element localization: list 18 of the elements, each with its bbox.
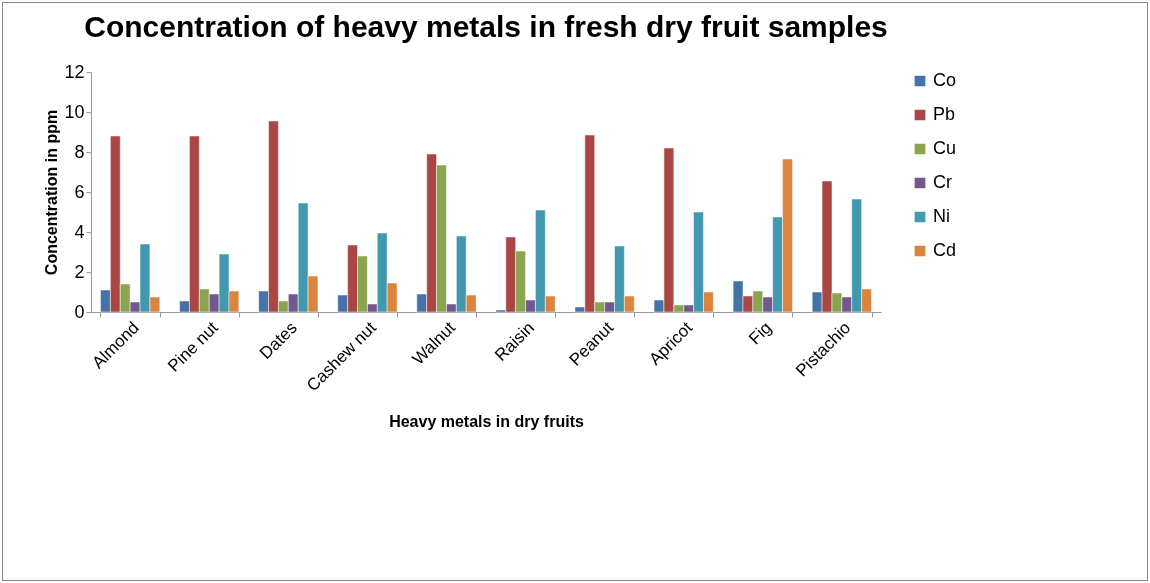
- x-tick-label: Fig: [745, 318, 776, 349]
- y-tick-label: 12: [64, 61, 85, 82]
- y-tick-label: 2: [74, 261, 85, 282]
- legend-label: Co: [933, 70, 957, 90]
- legend-label: Cr: [933, 172, 952, 192]
- legend-label: Cu: [933, 138, 957, 158]
- y-tick-label: 8: [74, 141, 85, 162]
- x-axis-title: Heavy metals in dry fruits: [389, 413, 584, 431]
- y-axis-title: Concentration in ppm: [43, 109, 61, 276]
- y-tick-label: 0: [74, 301, 85, 322]
- y-tick-label: 10: [64, 101, 85, 122]
- chart-title: Concentration of heavy metals in fresh dry fruit samples: [84, 10, 888, 43]
- x-tick-label: Pine nut: [164, 317, 222, 376]
- legend-label: Pb: [933, 104, 956, 124]
- legend-label: Ni: [933, 206, 950, 226]
- legend-label: Cd: [933, 240, 957, 260]
- y-tick-label: 6: [74, 181, 85, 202]
- y-tick-label: 4: [74, 221, 85, 242]
